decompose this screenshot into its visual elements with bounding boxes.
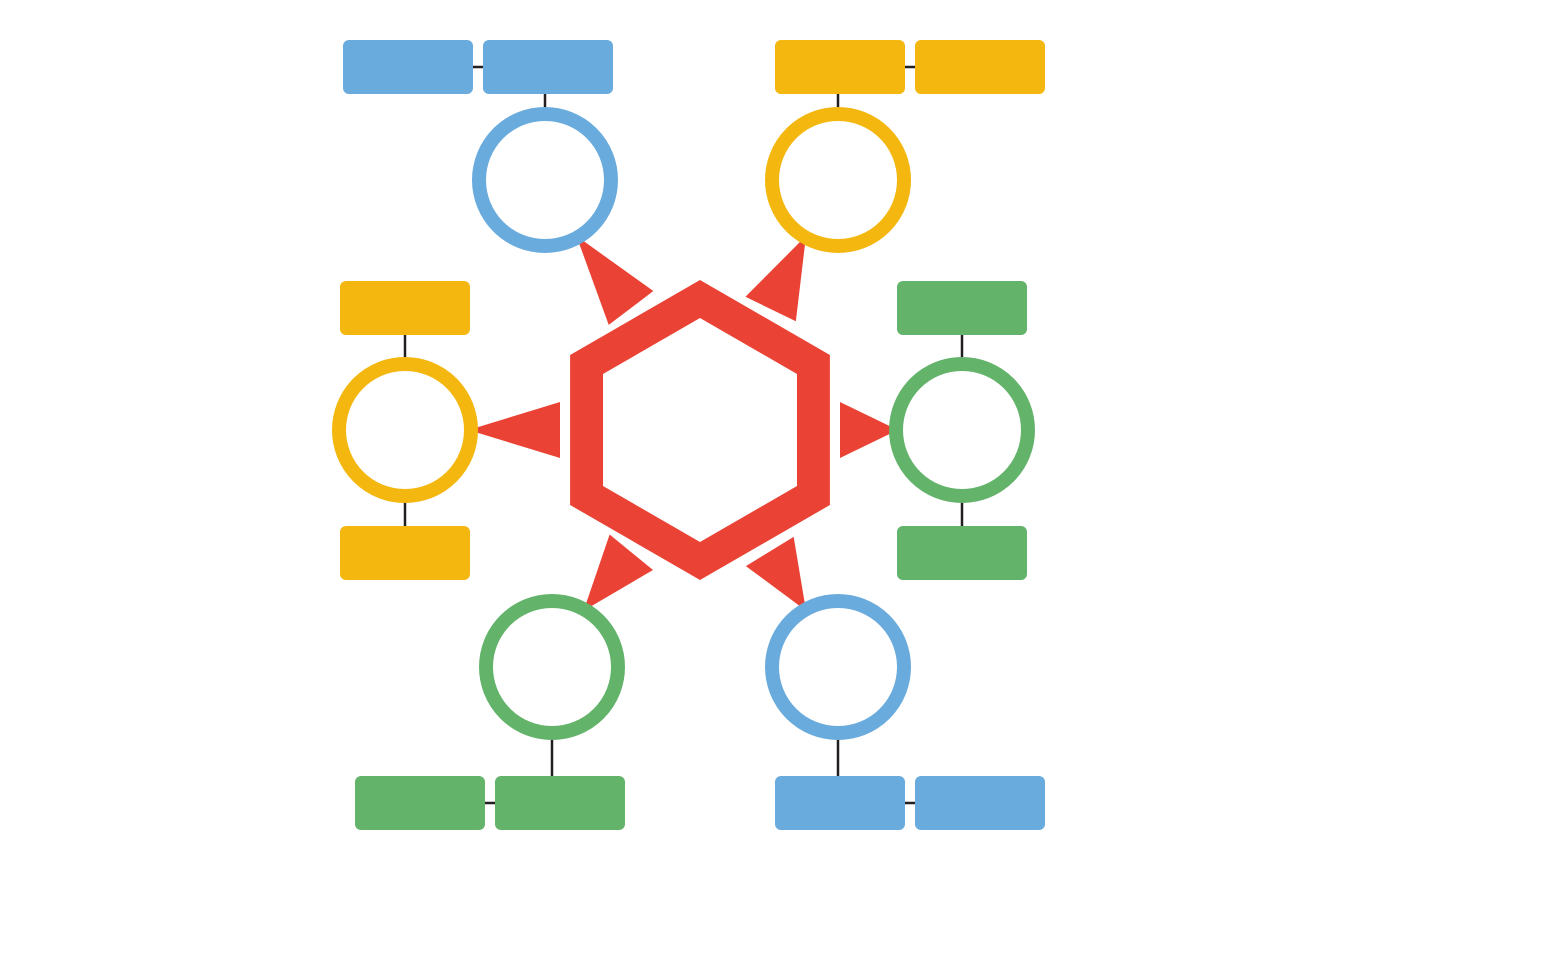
spoke-top-right — [745, 238, 805, 322]
box-mid-left-0 — [340, 281, 470, 335]
box-mid-right-1 — [897, 526, 1027, 580]
circle-mid-right — [896, 364, 1028, 496]
spoke-mid-left — [471, 402, 560, 458]
box-mid-right-0 — [897, 281, 1027, 335]
box-bottom-left-0 — [355, 776, 485, 830]
circle-top-right — [772, 114, 904, 246]
box-mid-left-1 — [340, 526, 470, 580]
spoke-mid-right — [840, 402, 896, 458]
center-hexagon — [570, 280, 830, 580]
diagram-canvas — [0, 0, 1568, 980]
circle-mid-left — [339, 364, 471, 496]
box-bottom-left-1 — [495, 776, 625, 830]
box-bottom-right-1 — [915, 776, 1045, 830]
box-top-right-1 — [915, 40, 1045, 94]
circle-top-left — [479, 114, 611, 246]
circle-bottom-right — [772, 601, 904, 733]
circle-bottom-left — [486, 601, 618, 733]
box-top-left-1 — [483, 40, 613, 94]
box-bottom-right-0 — [775, 776, 905, 830]
box-top-left-0 — [343, 40, 473, 94]
spoke-top-left — [577, 238, 653, 325]
box-top-right-0 — [775, 40, 905, 94]
